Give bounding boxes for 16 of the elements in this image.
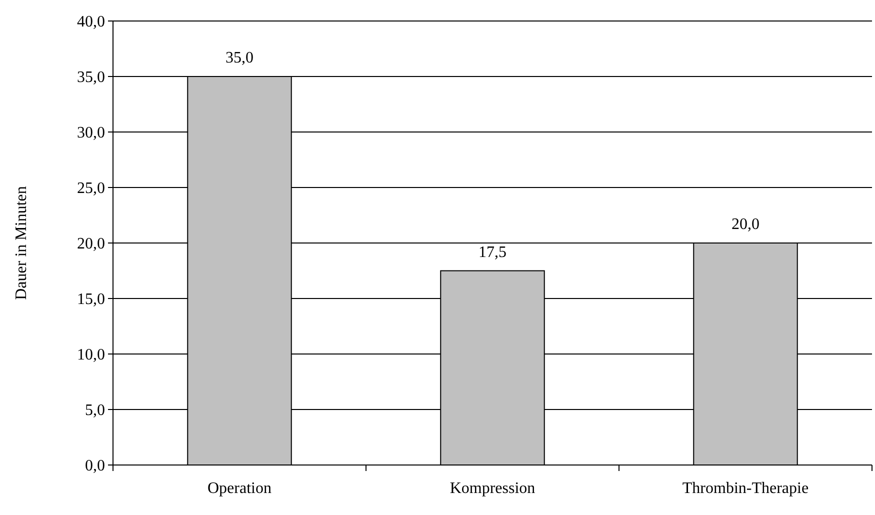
y-tick-label: 10,0 xyxy=(77,346,105,364)
data-label: 35,0 xyxy=(226,50,254,66)
y-tick-label: 35,0 xyxy=(77,69,105,86)
y-tick-label: 0,0 xyxy=(85,458,105,475)
data-label: 17,5 xyxy=(478,244,506,261)
y-tick-label: 40,0 xyxy=(77,14,105,31)
x-tick-label: Operation xyxy=(208,480,272,497)
data-label: 20,0 xyxy=(732,216,760,233)
y-tick-label: 20,0 xyxy=(77,236,105,253)
x-tick-label: Kompression xyxy=(450,480,536,497)
y-axis-title: Dauer in Minuten xyxy=(13,186,30,300)
y-tick-label: 5,0 xyxy=(85,402,105,420)
x-tick-label: Thrombin-Therapie xyxy=(682,480,809,497)
y-tick-label: 15,0 xyxy=(77,291,105,308)
y-tick-label: 25,0 xyxy=(77,180,105,198)
y-tick-label: 30,0 xyxy=(77,124,105,142)
